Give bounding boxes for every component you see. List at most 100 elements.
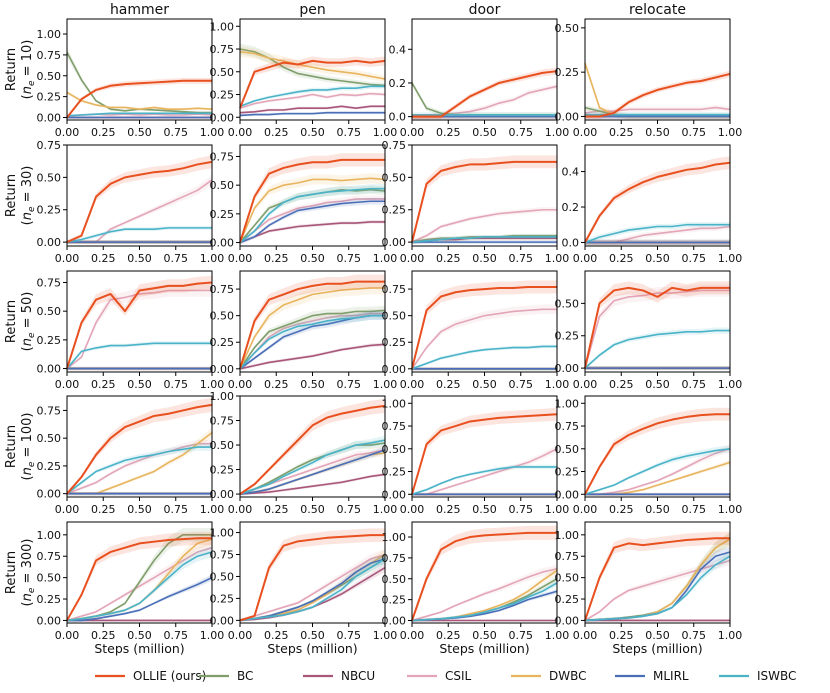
x-tick-label: 1.00 <box>200 378 225 391</box>
row-label-title: Return <box>4 425 19 468</box>
x-tick-label: 0.00 <box>573 252 598 265</box>
legend-label: CSIL <box>445 669 472 683</box>
x-tick-label: 0.50 <box>472 252 497 265</box>
x-tick-label: 0.50 <box>472 378 497 391</box>
y-tick-label: 1.00 <box>37 28 62 41</box>
series-band-CSIL <box>585 555 730 622</box>
x-axis-label: Steps (million) <box>267 641 357 656</box>
plot-frame <box>66 18 213 121</box>
y-tick-label: 1.00 <box>210 390 235 403</box>
x-tick-label: 0.50 <box>645 126 670 139</box>
series-line-ISWBC <box>411 345 557 370</box>
row-label-condition: (ne = 30) <box>20 166 37 226</box>
y-tick-label: 1.00 <box>382 531 407 544</box>
series-band-ISWBC <box>67 443 212 496</box>
x-tick-label: 0.50 <box>472 629 497 642</box>
row-label-sub: e <box>27 80 37 86</box>
x-tick-label: 1.00 <box>718 629 743 642</box>
x-axis-label: Steps (million) <box>439 641 529 656</box>
series-line-ISWBC <box>66 551 213 622</box>
series-band-OLLIE (ours) <box>412 407 557 496</box>
panel-hammer-row-2: 0.00 0.25 0.50 0.75 0.00 0.25 0.50 0.75 1.00 <box>37 270 225 391</box>
y-tick-label: 0.00 <box>37 488 62 501</box>
y-tick-label: 0.75 <box>37 550 62 563</box>
series-line-OLLIE (ours) <box>239 404 386 495</box>
plot-frame <box>411 18 558 121</box>
y-tick-label: 0.50 <box>555 572 580 585</box>
y-tick-label: 0.75 <box>37 276 62 289</box>
series-line-MLIRL <box>239 200 385 244</box>
y-tick-label: 0.2 <box>389 77 407 90</box>
x-tick-label: 0.50 <box>645 629 670 642</box>
x-tick-label: 1.00 <box>373 629 398 642</box>
x-tick-label: 1.00 <box>545 629 570 642</box>
row-label-sub: e <box>27 206 37 212</box>
column-title-hammer: hammer <box>110 2 169 18</box>
y-tick-label: 0.75 <box>210 415 235 428</box>
panel-door-row-1: 0.00 0.25 0.50 0.75 0.00 0.25 0.50 0.75 1.00 <box>382 139 570 265</box>
x-tick-label: 0.00 <box>400 126 425 139</box>
row-label-2: Return(ne = 50) <box>4 292 37 352</box>
series-line-ISWBC <box>239 314 385 370</box>
x-tick-label: 1.00 <box>200 126 225 139</box>
x-tick-label: 0.75 <box>509 252 534 265</box>
series-line-OLLIE (ours) <box>584 161 731 243</box>
row-label-prefix: ( <box>20 475 35 480</box>
series-line-ISWBC <box>584 329 730 369</box>
y-tick-label: 0.00 <box>37 614 62 627</box>
panel-door-row-4: 0.00 0.25 0.50 0.75 1.00 0.00 0.25 0.50 0.75 1.00… <box>382 521 570 656</box>
series-line-NBCU <box>239 105 385 114</box>
series-band-CSIL <box>585 284 730 371</box>
series-line-MLIRL <box>239 449 386 495</box>
series-line-CSIL <box>66 289 212 370</box>
y-tick-label: 0.00 <box>382 363 407 376</box>
x-tick-label: 0.75 <box>164 126 189 139</box>
y-tick-label: 0.00 <box>555 362 580 375</box>
series-line-MLIRL <box>239 111 385 117</box>
x-tick-label: 0.50 <box>127 629 152 642</box>
panel-relocate-row-4: 0.00 0.25 0.50 0.75 1.00 0.00 0.25 0.50 0.75 1.00… <box>555 521 743 656</box>
y-tick-label: 0.2 <box>562 201 580 214</box>
x-tick-label: 0.00 <box>228 126 253 139</box>
row-label-n: n <box>20 338 35 346</box>
x-tick-label: 0.75 <box>682 503 707 516</box>
series-band-CSIL <box>67 174 212 245</box>
row-label-condition: (ne = 300) <box>20 539 37 607</box>
row-label-prefix: ( <box>20 94 35 99</box>
x-tick-label: 0.75 <box>509 126 534 139</box>
series-band-OLLIE (ours) <box>412 67 557 120</box>
series-band-ISWBC <box>67 341 212 371</box>
x-tick-label: 0.00 <box>55 503 80 516</box>
y-tick-label: 0.50 <box>382 573 407 586</box>
column-title-pen: pen <box>299 2 325 18</box>
y-tick-label: 0.00 <box>210 614 235 627</box>
row-label-title: Return <box>4 551 19 594</box>
x-tick-label: 0.75 <box>509 629 534 642</box>
y-tick-label: 0.75 <box>210 43 235 56</box>
row-label-3: Return(ne = 100) <box>4 413 37 481</box>
row-label-prefix: ( <box>20 346 35 351</box>
series-line-DWBC <box>239 50 386 80</box>
x-tick-label: 0.75 <box>337 629 362 642</box>
series-line-ISWBC <box>66 342 212 370</box>
series-band-OLLIE (ours) <box>412 280 557 371</box>
series-line-OLLIE (ours) <box>66 537 212 621</box>
x-tick-label: 1.00 <box>200 629 225 642</box>
series-line-NBCU <box>239 473 386 495</box>
series-line-MLIRL <box>67 576 213 622</box>
series-line-OLLIE (ours) <box>584 286 730 369</box>
row-label-n: n <box>20 593 35 601</box>
series-band-NBCU <box>240 472 385 496</box>
series-line-ISWBC <box>239 187 385 244</box>
y-tick-label: 0.50 <box>210 570 235 583</box>
panel-hammer-row-4: 0.00 0.25 0.50 0.75 1.00 0.00 0.25 0.50 0.75 1.00… <box>37 521 225 656</box>
series-line-ISWBC <box>66 112 212 117</box>
series-line-OLLIE (ours) <box>411 160 557 243</box>
x-tick-label: 1.00 <box>545 126 570 139</box>
series-line-ISWBC <box>584 555 731 622</box>
panel-door-row-2: 0.00 0.25 0.50 0.75 0.00 0.25 0.50 0.75 1.00 <box>382 270 569 391</box>
row-label-sub: e <box>27 461 37 467</box>
y-tick-label: 0.50 <box>382 310 407 323</box>
y-tick-label: 0.00 <box>555 614 580 627</box>
x-tick-label: 0.50 <box>127 252 152 265</box>
